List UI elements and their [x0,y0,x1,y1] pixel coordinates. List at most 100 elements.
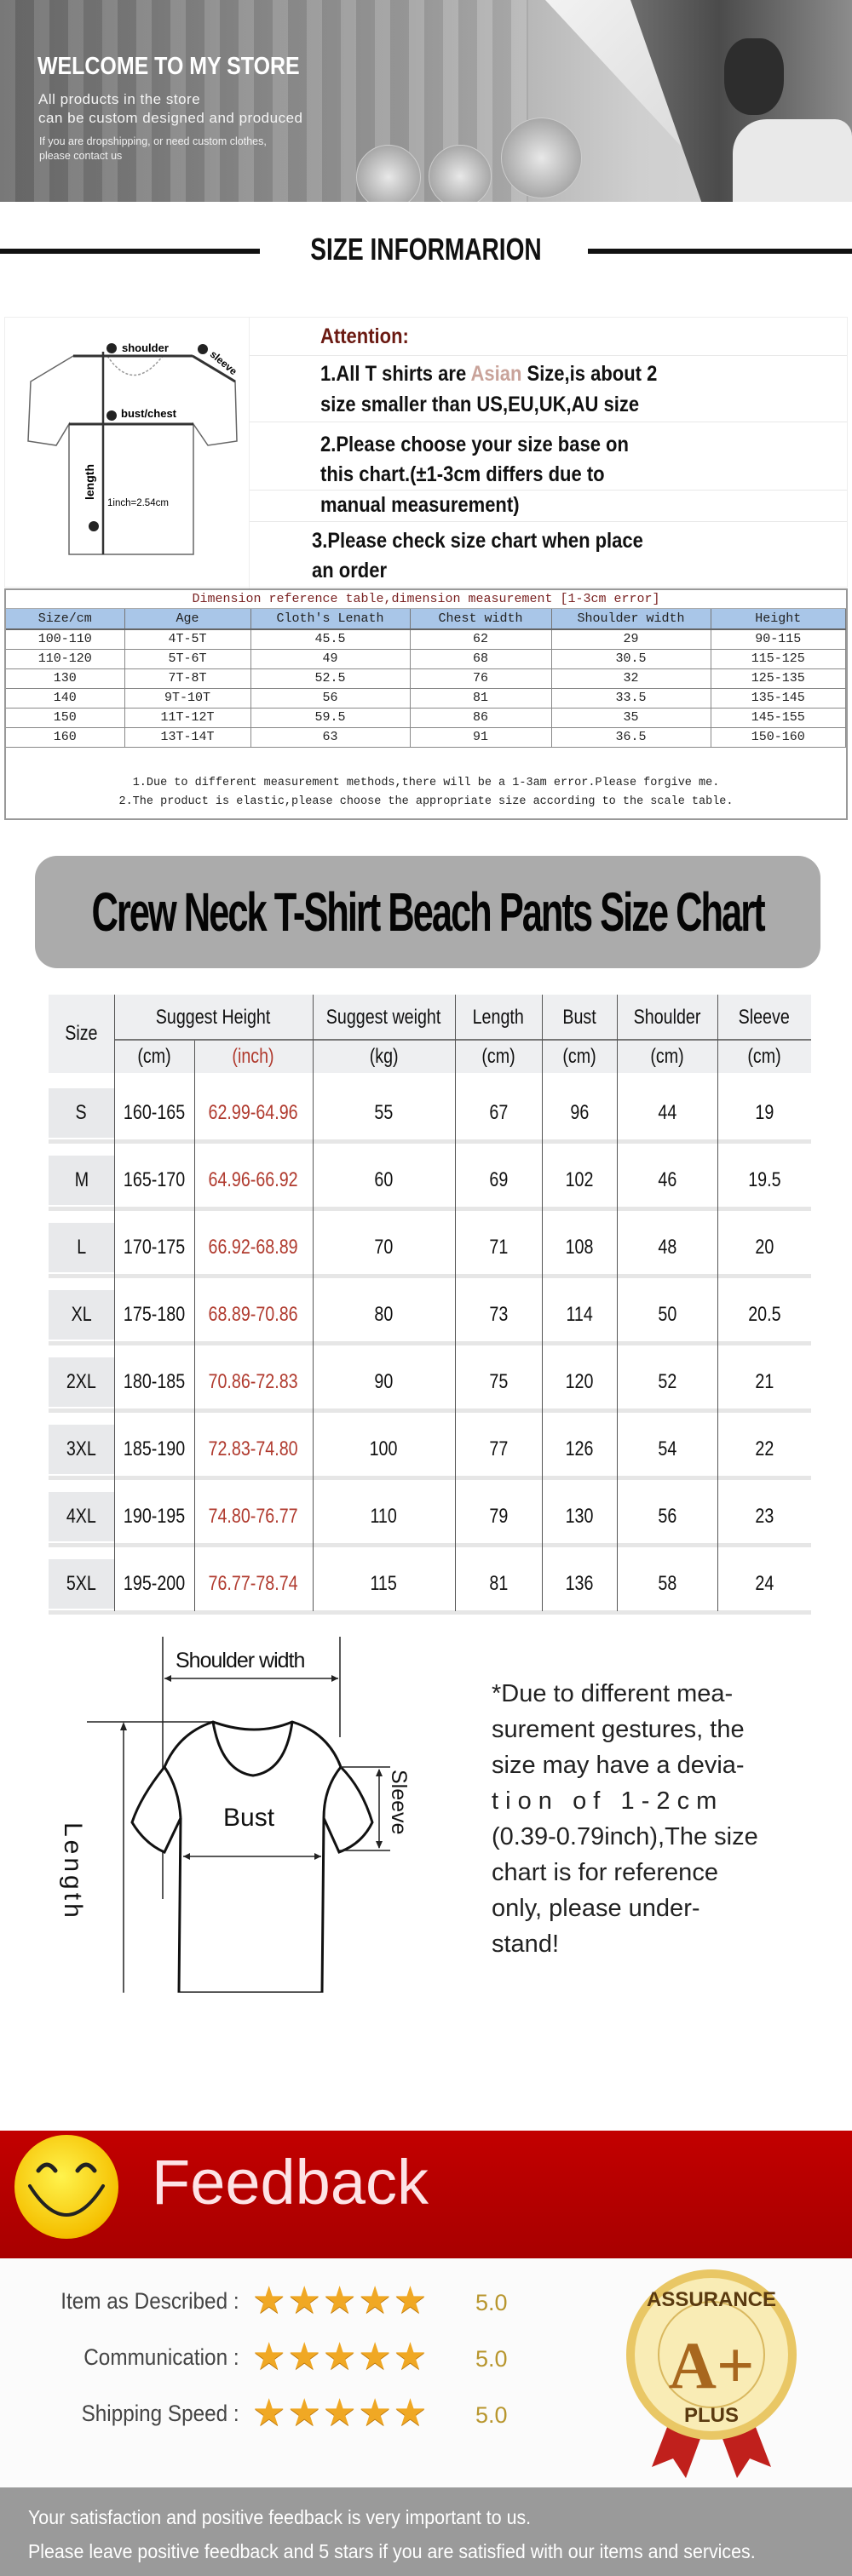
header-bust-text: Bust [562,1006,596,1029]
rating-label: Shipping Speed : [81,2401,239,2426]
dimension-cell: 29 [551,629,711,650]
dimension-cell: 150-160 [711,727,846,748]
row-divider [49,1408,811,1413]
value-cell: 96 [542,1088,617,1138]
header-divider [114,1039,811,1041]
dimension-row: 160 13T-14T 63 91 36.5 150-160 [6,727,846,748]
value-cell-text: 76.77-78.74 [208,1572,299,1595]
tshirt-measure-icon [27,343,238,555]
value-cell-text: 126 [565,1437,594,1460]
feedback-footer: Your satisfaction and positive feedback … [0,2487,852,2576]
rating-label: Communication : [83,2344,239,2370]
value-cell-text: 19 [755,1101,774,1124]
smiley-icon [14,2135,118,2239]
value-cell-text: 44 [658,1101,676,1124]
value-cell-text: 115 [370,1572,398,1595]
value-cell-text: 81 [489,1572,508,1595]
dimension-cell: 11T-12T [124,708,251,728]
value-cell-text: 67 [489,1101,508,1124]
value-cell: 114 [542,1290,617,1340]
dimension-cell: 145-155 [711,708,846,728]
value-cell: 44 [617,1088,717,1138]
header-length: Length [455,995,542,1041]
rating-score: 5.0 [475,2402,508,2428]
dimension-cell: 125-135 [711,668,846,689]
value-cell: 75 [455,1357,542,1407]
value-cell: 120 [542,1357,617,1407]
inch-conversion: 1inch=2.54cm [107,498,169,508]
value-cell: 160-165 [114,1088,194,1138]
header-sleeve-text: Sleeve [738,1006,791,1029]
sleeve-label: Sleeve [387,1770,411,1835]
dimension-row: 140 9T-10T 56 81 33.5 135-145 [6,688,846,709]
attention-point-2-line-2: this chart.(±1-3cm differs due to [320,462,605,486]
size-cell-text: M [74,1168,89,1191]
size-cell: L [49,1223,114,1272]
divider [250,521,847,522]
value-cell-text: 130 [565,1505,594,1528]
value-cell: 110 [313,1492,455,1541]
dimension-cell: 81 [410,688,552,709]
value-cell-text: 70.86-72.83 [208,1370,299,1393]
note-line: *Due to different mea- [492,1680,734,1707]
header-unit-text: (cm) [562,1045,596,1068]
value-cell: 102 [542,1156,617,1205]
column-divider [717,995,718,1611]
length-label: length [83,464,96,500]
value-cell-text: 195-200 [123,1572,186,1595]
dimension-cell: 76 [410,668,552,689]
dimension-table: Dimension reference table,dimension meas… [4,588,848,820]
point-1-text: 1.All T shirts are [320,362,471,386]
value-cell: 62.99-64.96 [194,1088,313,1138]
value-cell: 136 [542,1559,617,1609]
value-cell: 71 [455,1223,542,1272]
value-cell-text: 54 [658,1437,676,1460]
value-cell-text: 165-170 [123,1168,186,1191]
value-cell: 20.5 [717,1290,811,1340]
dimension-row: 130 7T-8T 52.5 76 32 125-135 [6,668,846,689]
value-cell-text: 56 [658,1505,676,1528]
dimension-cell: 30.5 [551,649,711,669]
dimension-cell: 110-120 [6,649,125,669]
header-unit-text: (kg) [369,1045,399,1068]
header-height-text: Suggest Height [156,1006,271,1029]
dimension-row: 110-120 5T-6T 49 68 30.5 115-125 [6,649,846,669]
dimension-cell: 45.5 [250,629,411,650]
value-cell: 100 [313,1425,455,1474]
value-cell-text: 75 [489,1370,508,1393]
value-cell: 50 [617,1290,717,1340]
dimension-cell: 135-145 [711,688,846,709]
value-cell: 69 [455,1156,542,1205]
value-cell: 56 [617,1492,717,1541]
value-cell: 81 [455,1559,542,1609]
person-shirt-image [733,119,852,202]
dimension-cell: 9T-10T [124,688,251,709]
value-cell: 24 [717,1559,811,1609]
value-cell: 80 [313,1290,455,1340]
value-cell-text: 72.83-74.80 [208,1437,299,1460]
dimension-note-1: 1.Due to different measurement methods,t… [132,777,720,789]
dimension-cell: 150 [6,708,125,728]
attention-point-1-line-2: size smaller than US,EU,UK,AU size [320,393,640,416]
note-line: t i o n o f 1 - 2 c m [492,1787,717,1815]
dimension-cell: 33.5 [551,688,711,709]
value-cell: 46 [617,1156,717,1205]
row-divider [49,1476,811,1480]
header-unit-text: (cm) [650,1045,684,1068]
value-cell: 108 [542,1223,617,1272]
row-divider [49,1341,811,1345]
value-cell: 115 [313,1559,455,1609]
dimension-cell: 90-115 [711,629,846,650]
value-cell-text: 74.80-76.77 [208,1505,299,1528]
value-cell: 52 [617,1357,717,1407]
crew-chart-title: Crew Neck T-Shirt Beach Pants Size Chart [35,856,820,968]
dimension-cell: 62 [410,629,552,650]
dimension-cell: 91 [410,727,552,748]
banner-title: WELCOME TO MY STORE [37,53,300,80]
value-cell-text: 90 [374,1370,394,1393]
dimension-caption: Dimension reference table,dimension meas… [6,590,846,609]
value-cell: 22 [717,1425,811,1474]
dimension-cell: 32 [551,668,711,689]
dimension-cell: 130 [6,668,125,689]
header-size: Size [49,995,114,1073]
